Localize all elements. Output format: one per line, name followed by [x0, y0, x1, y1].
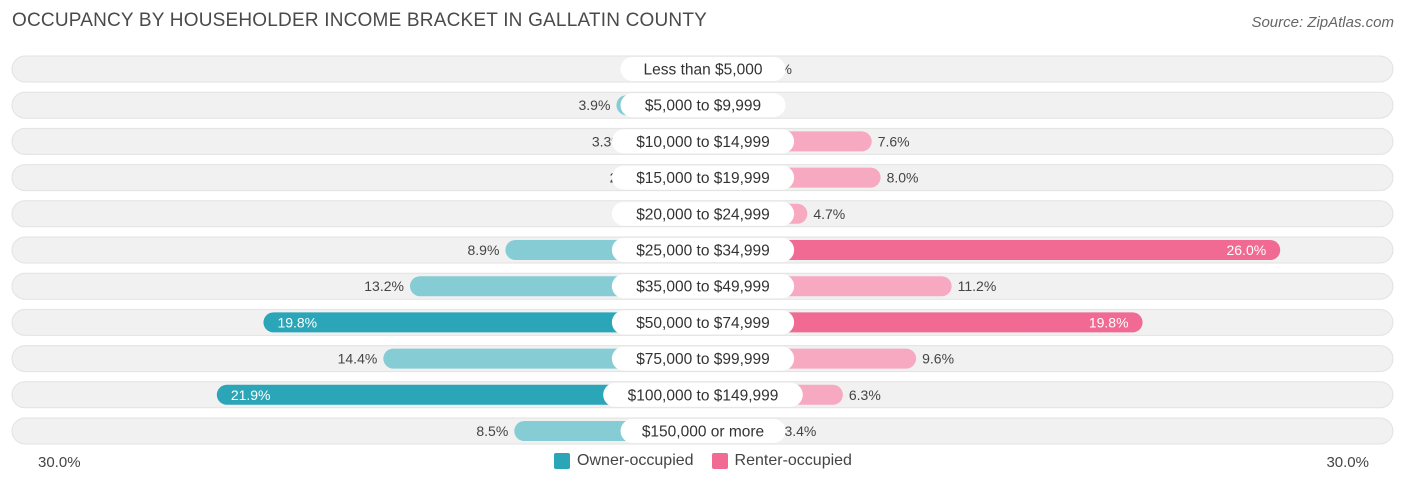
owner-bar [216, 384, 703, 405]
renter-bar [703, 312, 1143, 333]
category-label: $10,000 to $14,999 [636, 134, 770, 151]
owner-value-label: 8.9% [467, 242, 499, 258]
category-label: $15,000 to $19,999 [636, 170, 770, 187]
renter-value-label: 6.3% [849, 387, 881, 403]
category-label-pill [611, 310, 795, 335]
category-label: $100,000 to $149,999 [628, 387, 779, 404]
renter-value-label: 3.4% [784, 423, 816, 439]
renter-value-label: 11.2% [958, 278, 997, 294]
legend-swatch-renter [711, 453, 728, 469]
renter-bar [703, 240, 1281, 260]
renter-value-label: 9.6% [922, 351, 954, 367]
legend-item-owner: Owner-occupied [554, 452, 694, 470]
category-label-pill [611, 238, 795, 262]
axis-right-label: 30.0% [1326, 454, 1369, 471]
legend-swatch-owner [554, 453, 571, 469]
axis-left-label: 30.0% [38, 454, 81, 471]
category-label-pill [620, 57, 786, 81]
renter-value-label: 19.8% [1089, 314, 1129, 330]
owner-value-label: 8.5% [476, 423, 508, 439]
category-label: $75,000 to $99,999 [636, 351, 770, 368]
category-label: $5,000 to $9,999 [645, 98, 761, 115]
category-label-pill [611, 129, 795, 154]
owner-value-label: 3.9% [578, 97, 610, 113]
legend-item-renter: Renter-occupied [711, 452, 852, 470]
source-credit: Source: ZipAtlas.com [1251, 14, 1394, 31]
category-label: $25,000 to $34,999 [636, 243, 770, 260]
chart-title: OCCUPANCY BY HOUSEHOLDER INCOME BRACKET … [12, 10, 708, 31]
legend-label-owner: Owner-occupied [577, 452, 694, 469]
legend: Owner-occupied Renter-occupied [0, 452, 1406, 470]
owner-value-label: 14.4% [338, 351, 378, 367]
category-label-pill [620, 93, 786, 118]
category-label: $20,000 to $24,999 [636, 206, 770, 223]
category-label-pill [603, 382, 803, 407]
category-label-pill [620, 419, 786, 443]
owner-value-label: 19.8% [277, 314, 317, 330]
legend-label-renter: Renter-occupied [734, 452, 852, 469]
owner-value-label: 13.2% [364, 278, 404, 294]
category-label: $35,000 to $49,999 [636, 279, 770, 296]
renter-value-label: 4.7% [813, 206, 845, 222]
category-label: Less than $5,000 [644, 62, 763, 79]
owner-bar [263, 312, 703, 333]
owner-value-label: 21.9% [231, 387, 271, 403]
category-label: $50,000 to $74,999 [636, 315, 770, 332]
category-label-pill [611, 201, 795, 226]
category-label-pill [611, 165, 795, 190]
category-label-pill [611, 346, 795, 371]
renter-value-label: 8.0% [887, 170, 919, 186]
category-label-pill [611, 274, 795, 299]
renter-value-label: 7.6% [878, 133, 910, 149]
renter-value-label: 26.0% [1226, 242, 1266, 258]
category-label: $150,000 or more [642, 424, 764, 441]
